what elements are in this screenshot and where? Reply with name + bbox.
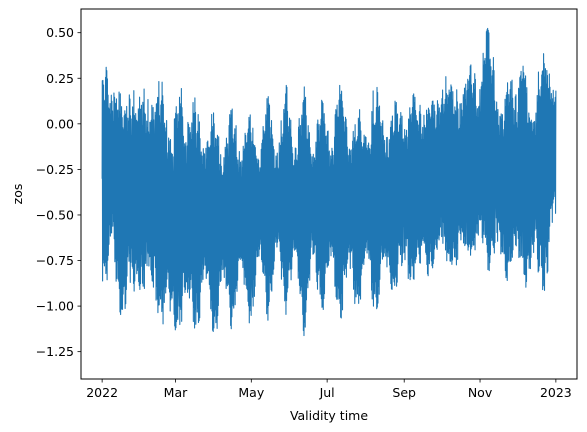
y-tick-label: −1.25 [36,344,74,359]
y-tick-label: 0.00 [46,116,74,131]
x-tick-label: Mar [164,385,188,400]
series-zos [101,27,557,337]
y-tick-label: −0.50 [36,207,74,222]
y-tick-label: 0.25 [46,71,74,86]
x-tick-label: Nov [468,385,493,400]
x-tick-label: 2023 [540,385,572,400]
x-tick-label: Sep [392,385,416,400]
y-tick-label: 0.50 [46,25,74,40]
x-tick-label: 2022 [86,385,118,400]
plot-frame [80,8,578,380]
y-tick-label: −0.25 [36,162,74,177]
y-tick-label: −1.00 [36,299,74,314]
y-axis-label: zos [10,184,25,205]
x-tick-label: Jul [319,385,335,400]
x-axis-ticks: 2022 Mar May Jul Sep Nov 2023 [86,379,572,400]
y-axis-ticks: 0.50 0.25 0.00 −0.25 −0.50 −0.75 −1.00 −1.25 [36,25,81,359]
y-tick-label: −0.75 [36,253,74,268]
x-tick-label: May [238,385,264,400]
series-line [101,27,557,337]
x-axis-label: Validity time [290,408,368,423]
